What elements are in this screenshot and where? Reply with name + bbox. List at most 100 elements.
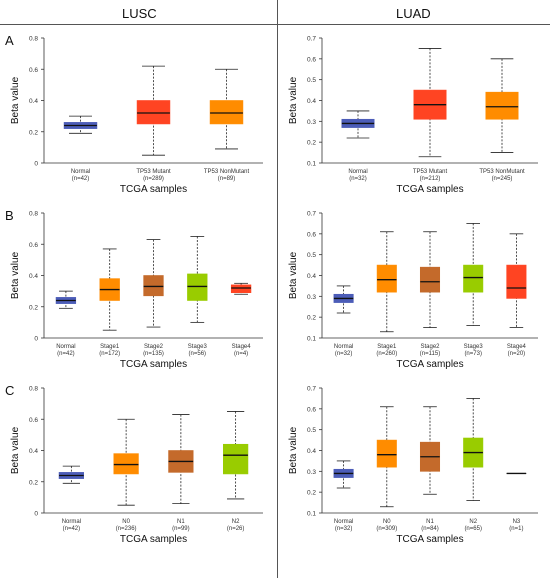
y-tick-label: 0 <box>34 161 38 168</box>
x-tick-label: Stage2 <box>144 344 164 350</box>
box-group <box>55 290 77 309</box>
y-tick-label: 0 <box>34 511 38 518</box>
column-title-luad: LUAD <box>396 6 431 21</box>
x-tick-count-label: (n=115) <box>420 351 440 357</box>
x-tick-label: Stage3 <box>464 344 484 350</box>
x-tick-label: TP53 NonMutant <box>204 169 250 175</box>
y-tick-label: 0.7 <box>307 386 316 393</box>
box-group <box>463 223 484 326</box>
x-tick-count-label: (n=73) <box>464 351 482 357</box>
x-tick-count-label: (n=89) <box>218 176 236 182</box>
x-tick-count-label: (n=172) <box>99 351 120 357</box>
y-axis-label: Beta value <box>288 251 299 299</box>
y-tick-label: 0.4 <box>307 273 316 280</box>
y-tick-label: 0.5 <box>307 252 316 259</box>
box-iqr <box>143 275 164 297</box>
x-tick-count-label: (n=32) <box>349 176 367 182</box>
y-tick-label: 0.8 <box>29 36 38 43</box>
box-group <box>333 460 354 489</box>
y-tick-label: 0.6 <box>29 417 38 424</box>
x-tick-count-label: (n=32) <box>335 351 353 357</box>
x-tick-label: TP53 NonMutant <box>479 169 525 175</box>
box-iqr <box>506 264 527 299</box>
box-group <box>143 239 164 328</box>
x-axis-label: TCGA samples <box>120 534 187 545</box>
box-group <box>376 231 397 333</box>
y-tick-label: 0.4 <box>29 98 38 105</box>
box-group <box>419 231 441 328</box>
y-tick-label: 0.6 <box>29 67 38 74</box>
x-tick-count-label: (n=236) <box>116 526 137 532</box>
box-group <box>413 48 447 158</box>
row-label-c: C <box>5 383 15 398</box>
x-tick-label: Normal <box>56 344 75 350</box>
y-tick-label: 0.5 <box>307 427 316 434</box>
y-axis-label: Beta value <box>10 251 21 299</box>
panel-c-luad: 0.1 0.2 0.3 0.4 0.5 0.6 0.7 Beta value TCGA samp… <box>288 386 538 545</box>
x-tick-label: Stage4 <box>507 344 527 350</box>
y-tick-label: 0.2 <box>307 315 316 322</box>
y-tick-label: 0.8 <box>29 211 38 218</box>
box-iqr <box>485 91 519 120</box>
x-tick-label: Stage4 <box>232 344 252 350</box>
x-tick-count-label: (n=56) <box>189 351 207 357</box>
box-group <box>333 285 354 314</box>
x-tick-label: Stage1 <box>377 344 397 350</box>
y-tick-label: 0.5 <box>307 77 316 84</box>
y-tick-label: 0.4 <box>29 448 38 455</box>
x-axis-label: TCGA samples <box>120 184 187 195</box>
y-axis-label: Beta value <box>288 76 299 124</box>
row-label-b: B <box>5 208 14 223</box>
x-tick-count-label: (n=260) <box>376 351 397 357</box>
x-tick-label: Stage1 <box>100 344 120 350</box>
x-tick-count-label: (n=289) <box>143 176 164 182</box>
x-tick-label: N0 <box>122 519 130 525</box>
x-tick-label: TP53 Mutant <box>136 169 171 175</box>
x-axis-label: TCGA samples <box>396 184 463 195</box>
x-tick-count-label: (n=4) <box>234 351 248 357</box>
box-group <box>419 406 441 495</box>
x-tick-label: Normal <box>71 169 90 175</box>
box-iqr <box>209 100 244 125</box>
x-tick-count-label: (n=42) <box>57 351 75 357</box>
box-iqr <box>463 264 484 293</box>
y-tick-label: 0 <box>34 336 38 343</box>
header-divider <box>0 24 550 25</box>
column-divider <box>277 0 278 578</box>
y-tick-label: 0.4 <box>29 273 38 280</box>
box-group <box>136 65 171 156</box>
y-tick-label: 0.6 <box>307 231 316 238</box>
y-tick-label: 0.3 <box>307 294 316 301</box>
box-group <box>223 411 249 500</box>
x-tick-count-label: (n=65) <box>464 526 482 532</box>
y-axis-label: Beta value <box>10 426 21 474</box>
x-tick-count-label: (n=245) <box>492 176 513 182</box>
y-tick-label: 0.7 <box>307 36 316 43</box>
y-tick-label: 0.3 <box>307 119 316 126</box>
x-tick-count-label: (n=42) <box>63 526 81 532</box>
box-iqr <box>187 273 208 301</box>
y-tick-label: 0.2 <box>307 140 316 147</box>
x-tick-count-label: (n=309) <box>376 526 397 532</box>
box-group <box>209 68 244 150</box>
x-tick-count-label: (n=26) <box>227 526 245 532</box>
x-tick-count-label: (n=99) <box>172 526 190 532</box>
y-tick-label: 0.4 <box>307 98 316 105</box>
x-tick-label: N3 <box>513 519 521 525</box>
box-group <box>506 233 527 328</box>
x-tick-count-label: (n=20) <box>508 351 526 357</box>
box-group <box>113 418 139 506</box>
box-iqr <box>376 439 397 468</box>
panel-b-lusc: 0 0.2 0.4 0.6 0.8 Beta value TCGA samples Norma… <box>10 211 263 370</box>
box-iqr <box>136 100 171 125</box>
box-group <box>485 58 519 153</box>
x-tick-label: N1 <box>426 519 434 525</box>
box-group <box>187 236 208 323</box>
x-tick-label: N2 <box>469 519 477 525</box>
y-axis-label: Beta value <box>10 76 21 124</box>
box-group <box>99 248 120 331</box>
x-tick-label: Stage3 <box>188 344 208 350</box>
box-group <box>341 110 375 139</box>
box-group <box>376 406 397 508</box>
x-tick-label: Normal <box>334 519 353 525</box>
